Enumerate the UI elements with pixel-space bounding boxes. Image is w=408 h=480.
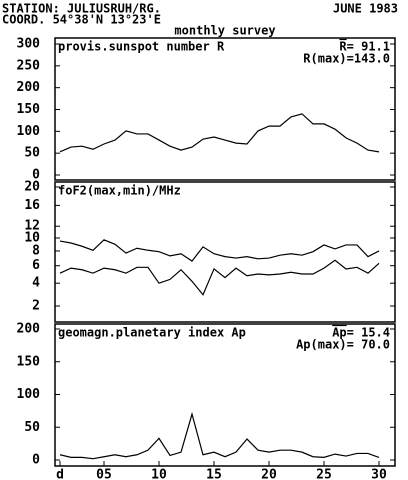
y-tick-label: 20	[24, 180, 40, 195]
y-tick-label: 300	[17, 37, 41, 52]
station: STATION: JULIUSRUH/RG.	[2, 2, 161, 16]
x-tick-label: 05	[96, 468, 112, 480]
y-tick-label: 100	[17, 387, 41, 402]
max-text: R(max)=143.0	[303, 52, 390, 66]
x-tick-label: 20	[261, 468, 277, 480]
data-line	[59, 259, 380, 296]
y-tick-label: 0	[32, 168, 40, 183]
y-tick-label: 50	[24, 146, 40, 161]
x-tick-label: 15	[206, 468, 222, 480]
subtitle: monthly survey	[174, 24, 275, 38]
y-tick-label: 0	[32, 453, 40, 468]
y-tick-label: 4	[32, 276, 40, 291]
data-line	[59, 411, 380, 460]
coord: COORD. 54°38'N 13°23'E	[2, 13, 161, 27]
x-tick-label: 30	[371, 468, 387, 480]
y-tick-label: 200	[17, 80, 41, 95]
data-line	[59, 113, 380, 153]
y-tick-label: 10	[24, 230, 40, 245]
mean-text: R= 91.1	[339, 40, 390, 54]
y-tick-label: 12	[24, 219, 40, 234]
y-tick-label: 150	[17, 102, 41, 117]
x-tick-label: d	[56, 468, 64, 480]
panel-title: foF2(max,min)/MHz	[58, 184, 181, 198]
date: JUNE 1983	[333, 2, 398, 16]
y-tick-label: 50	[24, 420, 40, 435]
x-tick-label: 25	[316, 468, 332, 480]
y-tick-label: 6	[32, 258, 40, 273]
panel-title: geomagn.planetary index Ap	[58, 326, 246, 340]
y-tick-label: 8	[32, 243, 40, 258]
y-tick-label: 16	[24, 198, 40, 213]
max-text: Ap(max)= 70.0	[296, 338, 390, 352]
data-line	[59, 239, 380, 262]
y-tick-label: 200	[17, 322, 41, 337]
mean-text: Ap= 15.4	[332, 326, 390, 340]
y-tick-label: 100	[17, 124, 41, 139]
panel-title: provis.sunspot number R	[58, 40, 225, 54]
y-tick-label: 150	[17, 354, 41, 369]
y-tick-label: 250	[17, 58, 41, 73]
panel-frame	[54, 181, 396, 323]
y-tick-label: 2	[32, 299, 40, 314]
x-tick-label: 10	[151, 468, 167, 480]
